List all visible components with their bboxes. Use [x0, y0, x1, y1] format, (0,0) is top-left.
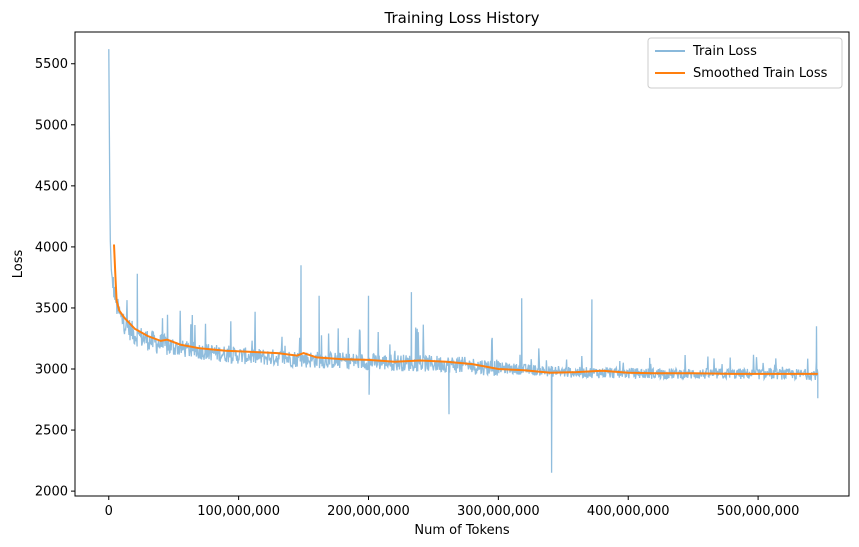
x-tick-label: 0 [105, 504, 113, 519]
y-tick-label: 5000 [35, 118, 68, 133]
x-tick-label: 500,000,000 [717, 504, 800, 519]
chart-title: Training Loss History [384, 9, 540, 27]
smoothed-train-loss-line [113, 244, 818, 375]
y-tick-label: 4500 [35, 179, 68, 194]
x-tick-label: 100,000,000 [197, 504, 280, 519]
y-tick-label: 3500 [35, 301, 68, 316]
x-axis-ticks: 0 100,000,000 200,000,000 300,000,000 400,00… [105, 496, 800, 519]
series-layer [108, 49, 819, 473]
y-tick-label: 2000 [35, 485, 68, 500]
y-tick-label: 4000 [35, 240, 68, 255]
plot-frame [74, 31, 850, 497]
legend-label-smoothed-train-loss: Smoothed Train Loss [693, 66, 828, 81]
y-tick-label: 5500 [35, 57, 68, 72]
x-tick-label: 300,000,000 [457, 504, 540, 519]
train-loss-line [108, 49, 819, 473]
x-tick-label: 400,000,000 [587, 504, 670, 519]
y-tick-label: 2500 [35, 424, 68, 439]
x-tick-label: 200,000,000 [327, 504, 410, 519]
y-tick-label: 3000 [35, 363, 68, 378]
y-axis-ticks: 2000 2500 3000 3500 4000 4500 5000 5500 [35, 57, 75, 500]
legend: Train Loss Smoothed Train Loss [647, 37, 843, 89]
legend-box [647, 37, 843, 89]
y-axis-label: Loss [11, 250, 26, 279]
x-axis-label: Num of Tokens [414, 523, 509, 538]
plot-background [75, 32, 849, 496]
legend-label-train-loss: Train Loss [692, 44, 757, 59]
